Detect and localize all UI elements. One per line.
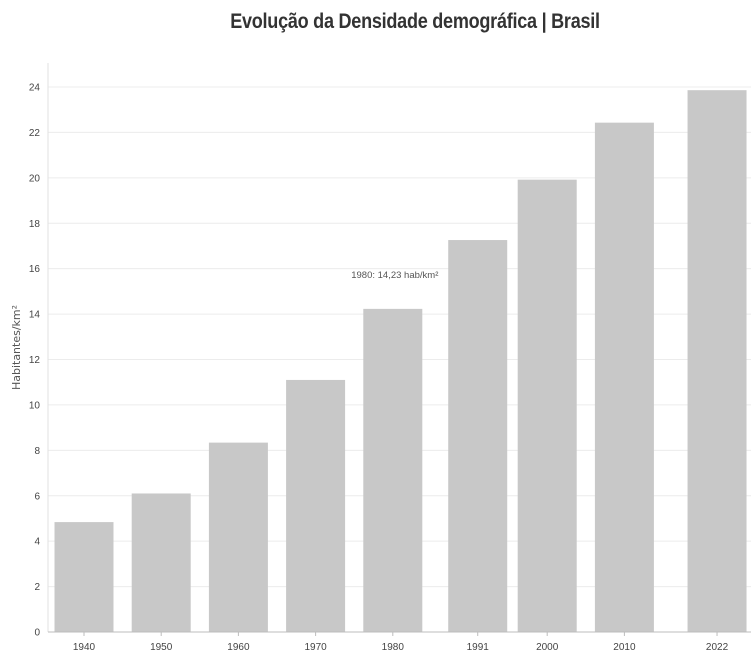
x-tick-label-1950: 1950: [150, 642, 173, 653]
x-tick-label-2000: 2000: [536, 642, 559, 653]
bar-1950[interactable]: [131, 493, 191, 632]
annotation-1980: 1980: 14,23 hab/km²: [351, 270, 438, 281]
y-tick-label-10: 10: [29, 400, 41, 411]
y-tick-label-24: 24: [29, 83, 41, 94]
y-axis-label: Habitantes/km²: [10, 305, 23, 390]
bar-2000[interactable]: [517, 179, 577, 632]
chart-title: Evolução da Densidade demográfica | Bras…: [230, 10, 600, 33]
x-tick-label-1940: 1940: [73, 642, 96, 653]
bars: [54, 90, 747, 632]
x-tick-label-2010: 2010: [613, 642, 636, 653]
bar-2022[interactable]: [687, 90, 747, 632]
y-tick-label-8: 8: [34, 446, 40, 457]
bar-1991[interactable]: [448, 240, 508, 632]
x-tick-label-1970: 1970: [304, 642, 327, 653]
y-tick-label-18: 18: [29, 219, 41, 230]
x-tick-label-2022: 2022: [706, 642, 729, 653]
x-tick-label-1980: 1980: [382, 642, 405, 653]
y-tick-label-16: 16: [29, 264, 41, 275]
bar-1940[interactable]: [54, 522, 114, 632]
bar-1980[interactable]: [363, 308, 423, 632]
y-tick-label-22: 22: [29, 128, 41, 139]
bar-1960[interactable]: [208, 442, 268, 632]
y-tick-label-6: 6: [34, 491, 40, 502]
y-tick-label-12: 12: [29, 355, 41, 366]
bar-2010[interactable]: [594, 122, 654, 632]
x-tick-label-1960: 1960: [227, 642, 250, 653]
y-tick-label-20: 20: [29, 173, 41, 184]
x-tick-label-1991: 1991: [467, 642, 490, 653]
y-tick-label-14: 14: [29, 310, 41, 321]
bar-1970[interactable]: [286, 379, 346, 632]
y-tick-label-2: 2: [34, 582, 40, 593]
y-tick-label-4: 4: [34, 537, 40, 548]
y-tick-label-0: 0: [34, 628, 40, 639]
